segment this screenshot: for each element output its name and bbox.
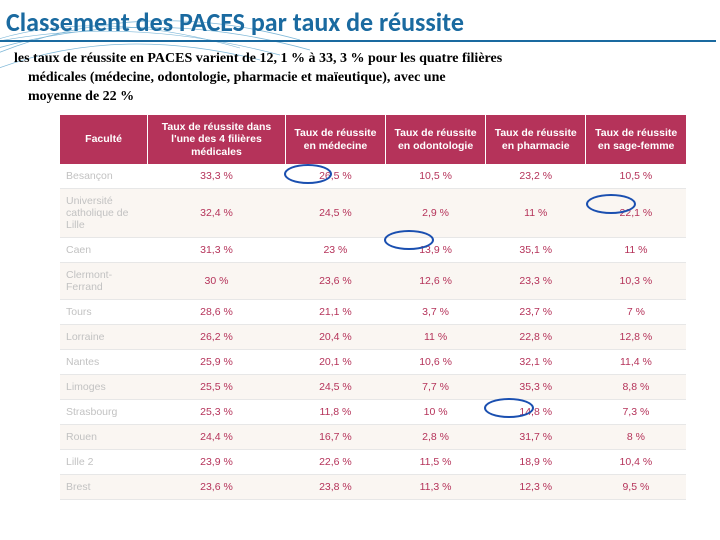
- cell-value: 23,9 %: [148, 450, 286, 475]
- cell-value: 30 %: [148, 263, 286, 300]
- table-row: Nantes25,9 %20,1 %10,6 %32,1 %11,4 %: [60, 350, 686, 375]
- cell-faculty: Rouen: [60, 425, 148, 450]
- cell-faculty: Limoges: [60, 375, 148, 400]
- cell-value: 26,5 %: [285, 164, 385, 189]
- cell-value: 32,1 %: [486, 350, 586, 375]
- cell-value: 35,3 %: [486, 375, 586, 400]
- cell-value: 32,4 %: [148, 189, 286, 238]
- cell-value: 14,8 %: [486, 400, 586, 425]
- cell-value: 11 %: [586, 238, 686, 263]
- cell-value: 22,8 %: [486, 325, 586, 350]
- page-title: Classement des PACES par taux de réussit…: [0, 0, 716, 42]
- col-odontologie: Taux de réussite en odontologie: [386, 115, 486, 165]
- cell-value: 24,5 %: [285, 375, 385, 400]
- table-row: Tours28,6 %21,1 %3,7 %23,7 %7 %: [60, 300, 686, 325]
- cell-faculty: Brest: [60, 475, 148, 500]
- subtitle-line-2: médicales (médecine, odontologie, pharma…: [14, 70, 446, 85]
- cell-value: 22,1 %: [586, 189, 686, 238]
- cell-value: 10,6 %: [386, 350, 486, 375]
- table-header-row: Faculté Taux de réussite dans l'une des …: [60, 115, 686, 165]
- ranking-table-container: Faculté Taux de réussite dans l'une des …: [60, 115, 686, 501]
- cell-value: 20,4 %: [285, 325, 385, 350]
- table-row: Clermont-Ferrand30 %23,6 %12,6 %23,3 %10…: [60, 263, 686, 300]
- cell-faculty: Lille 2: [60, 450, 148, 475]
- cell-value: 3,7 %: [386, 300, 486, 325]
- table-row: Brest23,6 %23,8 %11,3 %12,3 %9,5 %: [60, 475, 686, 500]
- cell-value: 31,3 %: [148, 238, 286, 263]
- cell-value: 9,5 %: [586, 475, 686, 500]
- cell-value: 11,3 %: [386, 475, 486, 500]
- cell-value: 23,3 %: [486, 263, 586, 300]
- cell-value: 23,6 %: [285, 263, 385, 300]
- cell-value: 10,4 %: [586, 450, 686, 475]
- cell-value: 8 %: [586, 425, 686, 450]
- table-row: Université catholique de Lille32,4 %24,5…: [60, 189, 686, 238]
- cell-value: 24,4 %: [148, 425, 286, 450]
- subtitle: les taux de réussite en PACES varient de…: [0, 48, 720, 113]
- cell-value: 25,3 %: [148, 400, 286, 425]
- cell-value: 33,3 %: [148, 164, 286, 189]
- cell-value: 11,5 %: [386, 450, 486, 475]
- cell-value: 11,8 %: [285, 400, 385, 425]
- table-row: Caen31,3 %23 %13,9 %35,1 %11 %: [60, 238, 686, 263]
- cell-faculty: Lorraine: [60, 325, 148, 350]
- cell-value: 20,1 %: [285, 350, 385, 375]
- col-medecine: Taux de réussite en médecine: [285, 115, 385, 165]
- table-row: Lorraine26,2 %20,4 %11 %22,8 %12,8 %: [60, 325, 686, 350]
- cell-value: 11 %: [386, 325, 486, 350]
- cell-value: 21,1 %: [285, 300, 385, 325]
- col-sagefemme: Taux de réussite en sage-femme: [586, 115, 686, 165]
- table-row: Limoges25,5 %24,5 %7,7 %35,3 %8,8 %: [60, 375, 686, 400]
- cell-faculty: Caen: [60, 238, 148, 263]
- subtitle-line-3: moyenne de 22 %: [14, 89, 134, 104]
- cell-value: 23,8 %: [285, 475, 385, 500]
- cell-value: 7,7 %: [386, 375, 486, 400]
- cell-value: 8,8 %: [586, 375, 686, 400]
- cell-value: 2,8 %: [386, 425, 486, 450]
- cell-value: 25,5 %: [148, 375, 286, 400]
- cell-value: 13,9 %: [386, 238, 486, 263]
- col-faculty: Faculté: [60, 115, 148, 165]
- cell-faculty: Tours: [60, 300, 148, 325]
- cell-value: 10 %: [386, 400, 486, 425]
- subtitle-line-1: les taux de réussite en PACES varient de…: [14, 51, 502, 66]
- cell-value: 26,2 %: [148, 325, 286, 350]
- cell-value: 18,9 %: [486, 450, 586, 475]
- ranking-table: Faculté Taux de réussite dans l'une des …: [60, 115, 686, 501]
- cell-value: 31,7 %: [486, 425, 586, 450]
- cell-value: 12,3 %: [486, 475, 586, 500]
- cell-faculty: Strasbourg: [60, 400, 148, 425]
- cell-value: 7 %: [586, 300, 686, 325]
- cell-value: 7,3 %: [586, 400, 686, 425]
- cell-value: 16,7 %: [285, 425, 385, 450]
- cell-value: 23,6 %: [148, 475, 286, 500]
- cell-value: 10,5 %: [586, 164, 686, 189]
- table-row: Lille 223,9 %22,6 %11,5 %18,9 %10,4 %: [60, 450, 686, 475]
- table-row: Strasbourg25,3 %11,8 %10 %14,8 %7,3 %: [60, 400, 686, 425]
- cell-faculty: Clermont-Ferrand: [60, 263, 148, 300]
- cell-value: 10,5 %: [386, 164, 486, 189]
- cell-value: 11,4 %: [586, 350, 686, 375]
- cell-value: 2,9 %: [386, 189, 486, 238]
- cell-value: 22,6 %: [285, 450, 385, 475]
- cell-faculty: Université catholique de Lille: [60, 189, 148, 238]
- cell-value: 23 %: [285, 238, 385, 263]
- cell-faculty: Nantes: [60, 350, 148, 375]
- cell-value: 11 %: [486, 189, 586, 238]
- cell-value: 28,6 %: [148, 300, 286, 325]
- cell-value: 23,7 %: [486, 300, 586, 325]
- cell-value: 23,2 %: [486, 164, 586, 189]
- cell-value: 24,5 %: [285, 189, 385, 238]
- table-row: Rouen24,4 %16,7 %2,8 %31,7 %8 %: [60, 425, 686, 450]
- col-pharmacie: Taux de réussite en pharmacie: [486, 115, 586, 165]
- table-row: Besançon33,3 %26,5 %10,5 %23,2 %10,5 %: [60, 164, 686, 189]
- cell-faculty: Besançon: [60, 164, 148, 189]
- cell-value: 10,3 %: [586, 263, 686, 300]
- cell-value: 25,9 %: [148, 350, 286, 375]
- cell-value: 12,8 %: [586, 325, 686, 350]
- cell-value: 35,1 %: [486, 238, 586, 263]
- col-overall: Taux de réussite dans l'une des 4 filièr…: [148, 115, 286, 165]
- cell-value: 12,6 %: [386, 263, 486, 300]
